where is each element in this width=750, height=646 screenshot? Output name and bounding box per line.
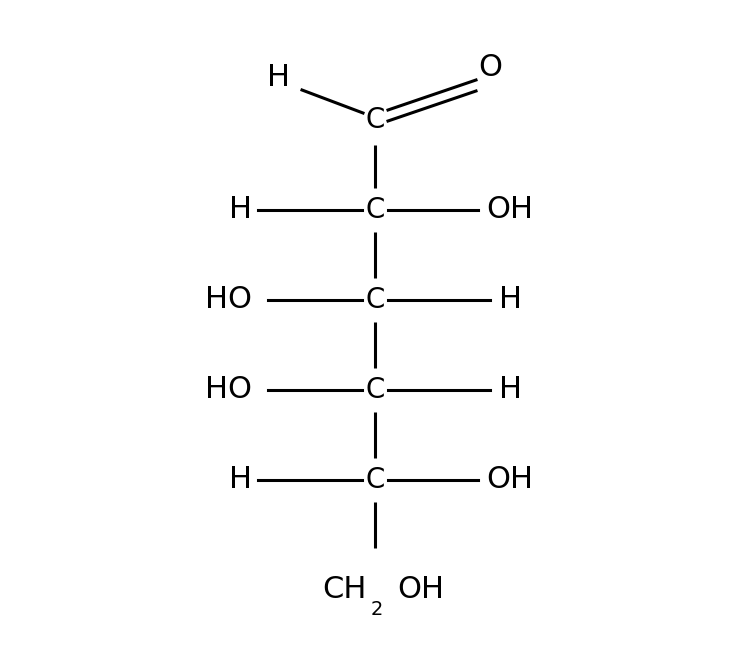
- Text: HO: HO: [205, 286, 251, 315]
- Text: CH: CH: [322, 576, 367, 605]
- Text: O: O: [478, 54, 502, 83]
- Text: H: H: [229, 466, 251, 494]
- Text: H: H: [229, 196, 251, 225]
- Text: H: H: [499, 286, 521, 315]
- Text: C: C: [365, 286, 385, 314]
- Text: C: C: [365, 106, 385, 134]
- Text: C: C: [365, 196, 385, 224]
- Text: HO: HO: [205, 375, 251, 404]
- Text: OH: OH: [487, 196, 533, 225]
- Text: OH: OH: [397, 576, 444, 605]
- Text: H: H: [499, 375, 521, 404]
- Text: C: C: [365, 376, 385, 404]
- Text: C: C: [365, 466, 385, 494]
- Text: H: H: [266, 63, 290, 92]
- Text: OH: OH: [487, 466, 533, 494]
- Text: 2: 2: [371, 600, 383, 619]
